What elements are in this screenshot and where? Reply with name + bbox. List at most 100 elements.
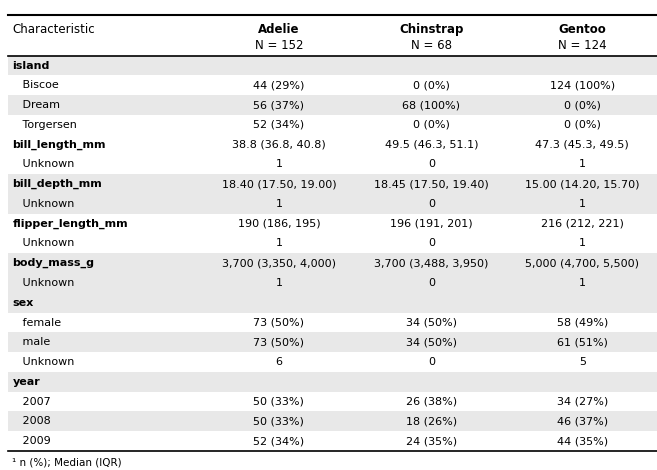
Text: 34 (50%): 34 (50%) — [406, 337, 457, 347]
Bar — [8, 135, 657, 155]
Text: 2008: 2008 — [12, 416, 51, 426]
Bar — [8, 273, 657, 293]
Bar — [8, 253, 657, 273]
Text: 47.3 (45.3, 49.5): 47.3 (45.3, 49.5) — [535, 140, 629, 149]
Text: Dream: Dream — [12, 100, 60, 110]
Text: 24 (35%): 24 (35%) — [406, 436, 457, 446]
Text: 61 (51%): 61 (51%) — [557, 337, 608, 347]
Bar — [8, 155, 657, 174]
Text: 1: 1 — [275, 159, 283, 169]
Text: male: male — [12, 337, 51, 347]
Text: 0 (0%): 0 (0%) — [564, 100, 600, 110]
Text: 1: 1 — [579, 278, 586, 288]
Text: 34 (50%): 34 (50%) — [406, 318, 457, 328]
Text: 0 (0%): 0 (0%) — [564, 120, 600, 130]
Text: 196 (191, 201): 196 (191, 201) — [390, 219, 473, 229]
Text: 56 (37%): 56 (37%) — [254, 100, 304, 110]
Text: 44 (35%): 44 (35%) — [556, 436, 608, 446]
Bar — [8, 194, 657, 214]
Bar — [8, 95, 657, 115]
Bar — [8, 214, 657, 234]
Text: 44 (29%): 44 (29%) — [253, 80, 305, 90]
Text: ¹ n (%); Median (IQR): ¹ n (%); Median (IQR) — [12, 458, 122, 468]
Text: Unknown: Unknown — [12, 357, 75, 367]
Bar — [8, 372, 657, 392]
Text: Biscoe: Biscoe — [12, 80, 59, 90]
Text: Unknown: Unknown — [12, 238, 75, 249]
Bar — [8, 412, 657, 431]
Text: 124 (100%): 124 (100%) — [550, 80, 615, 90]
Text: female: female — [12, 318, 62, 328]
Text: 34 (27%): 34 (27%) — [556, 397, 608, 407]
Bar — [8, 234, 657, 253]
Text: sex: sex — [12, 298, 34, 308]
Text: 5: 5 — [579, 357, 586, 367]
Text: 0: 0 — [428, 278, 435, 288]
Text: Torgersen: Torgersen — [12, 120, 78, 130]
Text: 58 (49%): 58 (49%) — [556, 318, 608, 328]
Text: 3,700 (3,350, 4,000): 3,700 (3,350, 4,000) — [222, 258, 336, 268]
Text: 1: 1 — [579, 199, 586, 209]
Text: 46 (37%): 46 (37%) — [556, 416, 608, 426]
Text: Adelie: Adelie — [258, 24, 300, 37]
Bar — [8, 15, 657, 55]
Text: 0: 0 — [428, 199, 435, 209]
Bar — [8, 115, 657, 135]
Text: 6: 6 — [275, 357, 283, 367]
Text: 18.45 (17.50, 19.40): 18.45 (17.50, 19.40) — [374, 179, 489, 189]
Text: 50 (33%): 50 (33%) — [254, 416, 304, 426]
Text: 15.00 (14.20, 15.70): 15.00 (14.20, 15.70) — [525, 179, 640, 189]
Text: N = 152: N = 152 — [255, 39, 303, 52]
Text: 0: 0 — [428, 238, 435, 249]
Bar — [8, 431, 657, 451]
Bar — [8, 174, 657, 194]
Text: 0 (0%): 0 (0%) — [413, 80, 450, 90]
Text: Unknown: Unknown — [12, 159, 75, 169]
Text: 1: 1 — [275, 238, 283, 249]
Text: 1: 1 — [275, 199, 283, 209]
Text: Unknown: Unknown — [12, 278, 75, 288]
Text: bill_length_mm: bill_length_mm — [12, 140, 106, 150]
Text: Chinstrap: Chinstrap — [399, 24, 464, 37]
Text: N = 68: N = 68 — [411, 39, 452, 52]
Text: Characteristic: Characteristic — [12, 24, 95, 37]
Text: 1: 1 — [579, 159, 586, 169]
Text: 2007: 2007 — [12, 397, 51, 407]
Bar — [8, 352, 657, 372]
Text: 1: 1 — [275, 278, 283, 288]
Bar — [8, 392, 657, 412]
Text: 68 (100%): 68 (100%) — [403, 100, 461, 110]
Text: body_mass_g: body_mass_g — [12, 258, 95, 268]
Text: 18 (26%): 18 (26%) — [406, 416, 457, 426]
Text: 216 (212, 221): 216 (212, 221) — [541, 219, 623, 229]
Text: 1: 1 — [579, 238, 586, 249]
Text: island: island — [12, 61, 50, 70]
Text: 0: 0 — [428, 159, 435, 169]
Text: 0: 0 — [428, 357, 435, 367]
Text: 52 (34%): 52 (34%) — [254, 120, 304, 130]
Text: 0 (0%): 0 (0%) — [413, 120, 450, 130]
Text: 18.40 (17.50, 19.00): 18.40 (17.50, 19.00) — [221, 179, 336, 189]
Text: 49.5 (46.3, 51.1): 49.5 (46.3, 51.1) — [385, 140, 478, 149]
Text: 73 (50%): 73 (50%) — [254, 337, 304, 347]
Text: Unknown: Unknown — [12, 199, 75, 209]
Text: bill_depth_mm: bill_depth_mm — [12, 179, 102, 189]
Bar — [8, 75, 657, 95]
Text: N = 124: N = 124 — [558, 39, 606, 52]
Bar — [8, 55, 657, 75]
Text: 190 (186, 195): 190 (186, 195) — [238, 219, 320, 229]
Text: 5,000 (4,700, 5,500): 5,000 (4,700, 5,500) — [526, 258, 639, 268]
Text: year: year — [12, 377, 40, 387]
Bar — [8, 332, 657, 352]
Text: 73 (50%): 73 (50%) — [254, 318, 304, 328]
Bar — [8, 293, 657, 313]
Bar — [8, 313, 657, 332]
Text: 3,700 (3,488, 3,950): 3,700 (3,488, 3,950) — [374, 258, 489, 268]
Text: flipper_length_mm: flipper_length_mm — [12, 219, 128, 229]
Text: 50 (33%): 50 (33%) — [254, 397, 304, 407]
Text: 38.8 (36.8, 40.8): 38.8 (36.8, 40.8) — [232, 140, 326, 149]
Text: Gentoo: Gentoo — [558, 24, 606, 37]
Text: 26 (38%): 26 (38%) — [406, 397, 457, 407]
Text: 52 (34%): 52 (34%) — [254, 436, 304, 446]
Text: 2009: 2009 — [12, 436, 51, 446]
